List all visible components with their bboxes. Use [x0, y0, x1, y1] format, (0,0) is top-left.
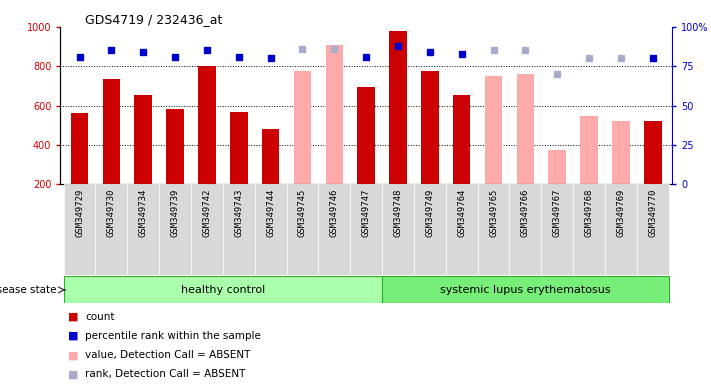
Bar — [517, 74, 534, 184]
Bar — [414, 184, 446, 275]
Bar — [510, 184, 541, 275]
Text: GSM349768: GSM349768 — [584, 189, 594, 237]
Bar — [453, 95, 471, 184]
Bar — [389, 31, 407, 184]
Text: GSM349746: GSM349746 — [330, 189, 339, 237]
Bar — [230, 113, 247, 184]
Bar — [63, 276, 382, 303]
Bar — [605, 184, 637, 275]
Text: percentile rank within the sample: percentile rank within the sample — [85, 331, 261, 341]
Text: GSM349769: GSM349769 — [616, 189, 626, 237]
Bar — [358, 87, 375, 184]
Bar — [612, 121, 630, 184]
Text: GSM349743: GSM349743 — [235, 189, 243, 237]
Bar — [573, 184, 605, 275]
Bar — [637, 184, 669, 275]
Bar — [351, 184, 382, 275]
Text: count: count — [85, 312, 114, 322]
Text: ■: ■ — [68, 331, 78, 341]
Text: GSM349747: GSM349747 — [362, 189, 370, 237]
Bar — [541, 184, 573, 275]
Bar — [255, 184, 287, 275]
Bar — [319, 184, 351, 275]
Text: GSM349767: GSM349767 — [552, 189, 562, 237]
Bar — [63, 184, 95, 275]
Text: rank, Detection Call = ABSENT: rank, Detection Call = ABSENT — [85, 369, 246, 379]
Bar — [191, 184, 223, 275]
Bar — [421, 71, 439, 184]
Text: GDS4719 / 232436_at: GDS4719 / 232436_at — [85, 13, 223, 26]
Text: disease state: disease state — [0, 285, 57, 295]
Bar — [127, 184, 159, 275]
Bar — [223, 184, 255, 275]
Bar — [485, 76, 502, 184]
Bar — [446, 184, 478, 275]
Text: GSM349744: GSM349744 — [266, 189, 275, 237]
Text: ■: ■ — [68, 312, 78, 322]
Bar — [294, 71, 311, 184]
Bar — [287, 184, 319, 275]
Bar — [134, 95, 152, 184]
Text: healthy control: healthy control — [181, 285, 265, 295]
Text: GSM349734: GSM349734 — [139, 189, 148, 237]
Bar — [71, 114, 88, 184]
Text: GSM349765: GSM349765 — [489, 189, 498, 237]
Bar — [382, 184, 414, 275]
Text: ■: ■ — [68, 350, 78, 360]
Text: ■: ■ — [68, 369, 78, 379]
Bar — [478, 184, 510, 275]
Bar — [644, 121, 661, 184]
Text: GSM349770: GSM349770 — [648, 189, 657, 237]
Bar — [580, 116, 598, 184]
Bar — [382, 276, 669, 303]
Text: GSM349742: GSM349742 — [203, 189, 211, 237]
Text: GSM349729: GSM349729 — [75, 189, 84, 237]
Bar — [198, 66, 215, 184]
Bar — [95, 184, 127, 275]
Bar — [166, 109, 184, 184]
Text: GSM349764: GSM349764 — [457, 189, 466, 237]
Bar — [326, 45, 343, 184]
Text: GSM349739: GSM349739 — [171, 189, 180, 237]
Bar — [102, 79, 120, 184]
Bar — [548, 150, 566, 184]
Bar — [159, 184, 191, 275]
Text: systemic lupus erythematosus: systemic lupus erythematosus — [440, 285, 611, 295]
Bar — [262, 129, 279, 184]
Text: GSM349748: GSM349748 — [393, 189, 402, 237]
Text: GSM349749: GSM349749 — [425, 189, 434, 237]
Text: GSM349745: GSM349745 — [298, 189, 307, 237]
Text: value, Detection Call = ABSENT: value, Detection Call = ABSENT — [85, 350, 251, 360]
Text: GSM349766: GSM349766 — [521, 189, 530, 237]
Text: GSM349730: GSM349730 — [107, 189, 116, 237]
